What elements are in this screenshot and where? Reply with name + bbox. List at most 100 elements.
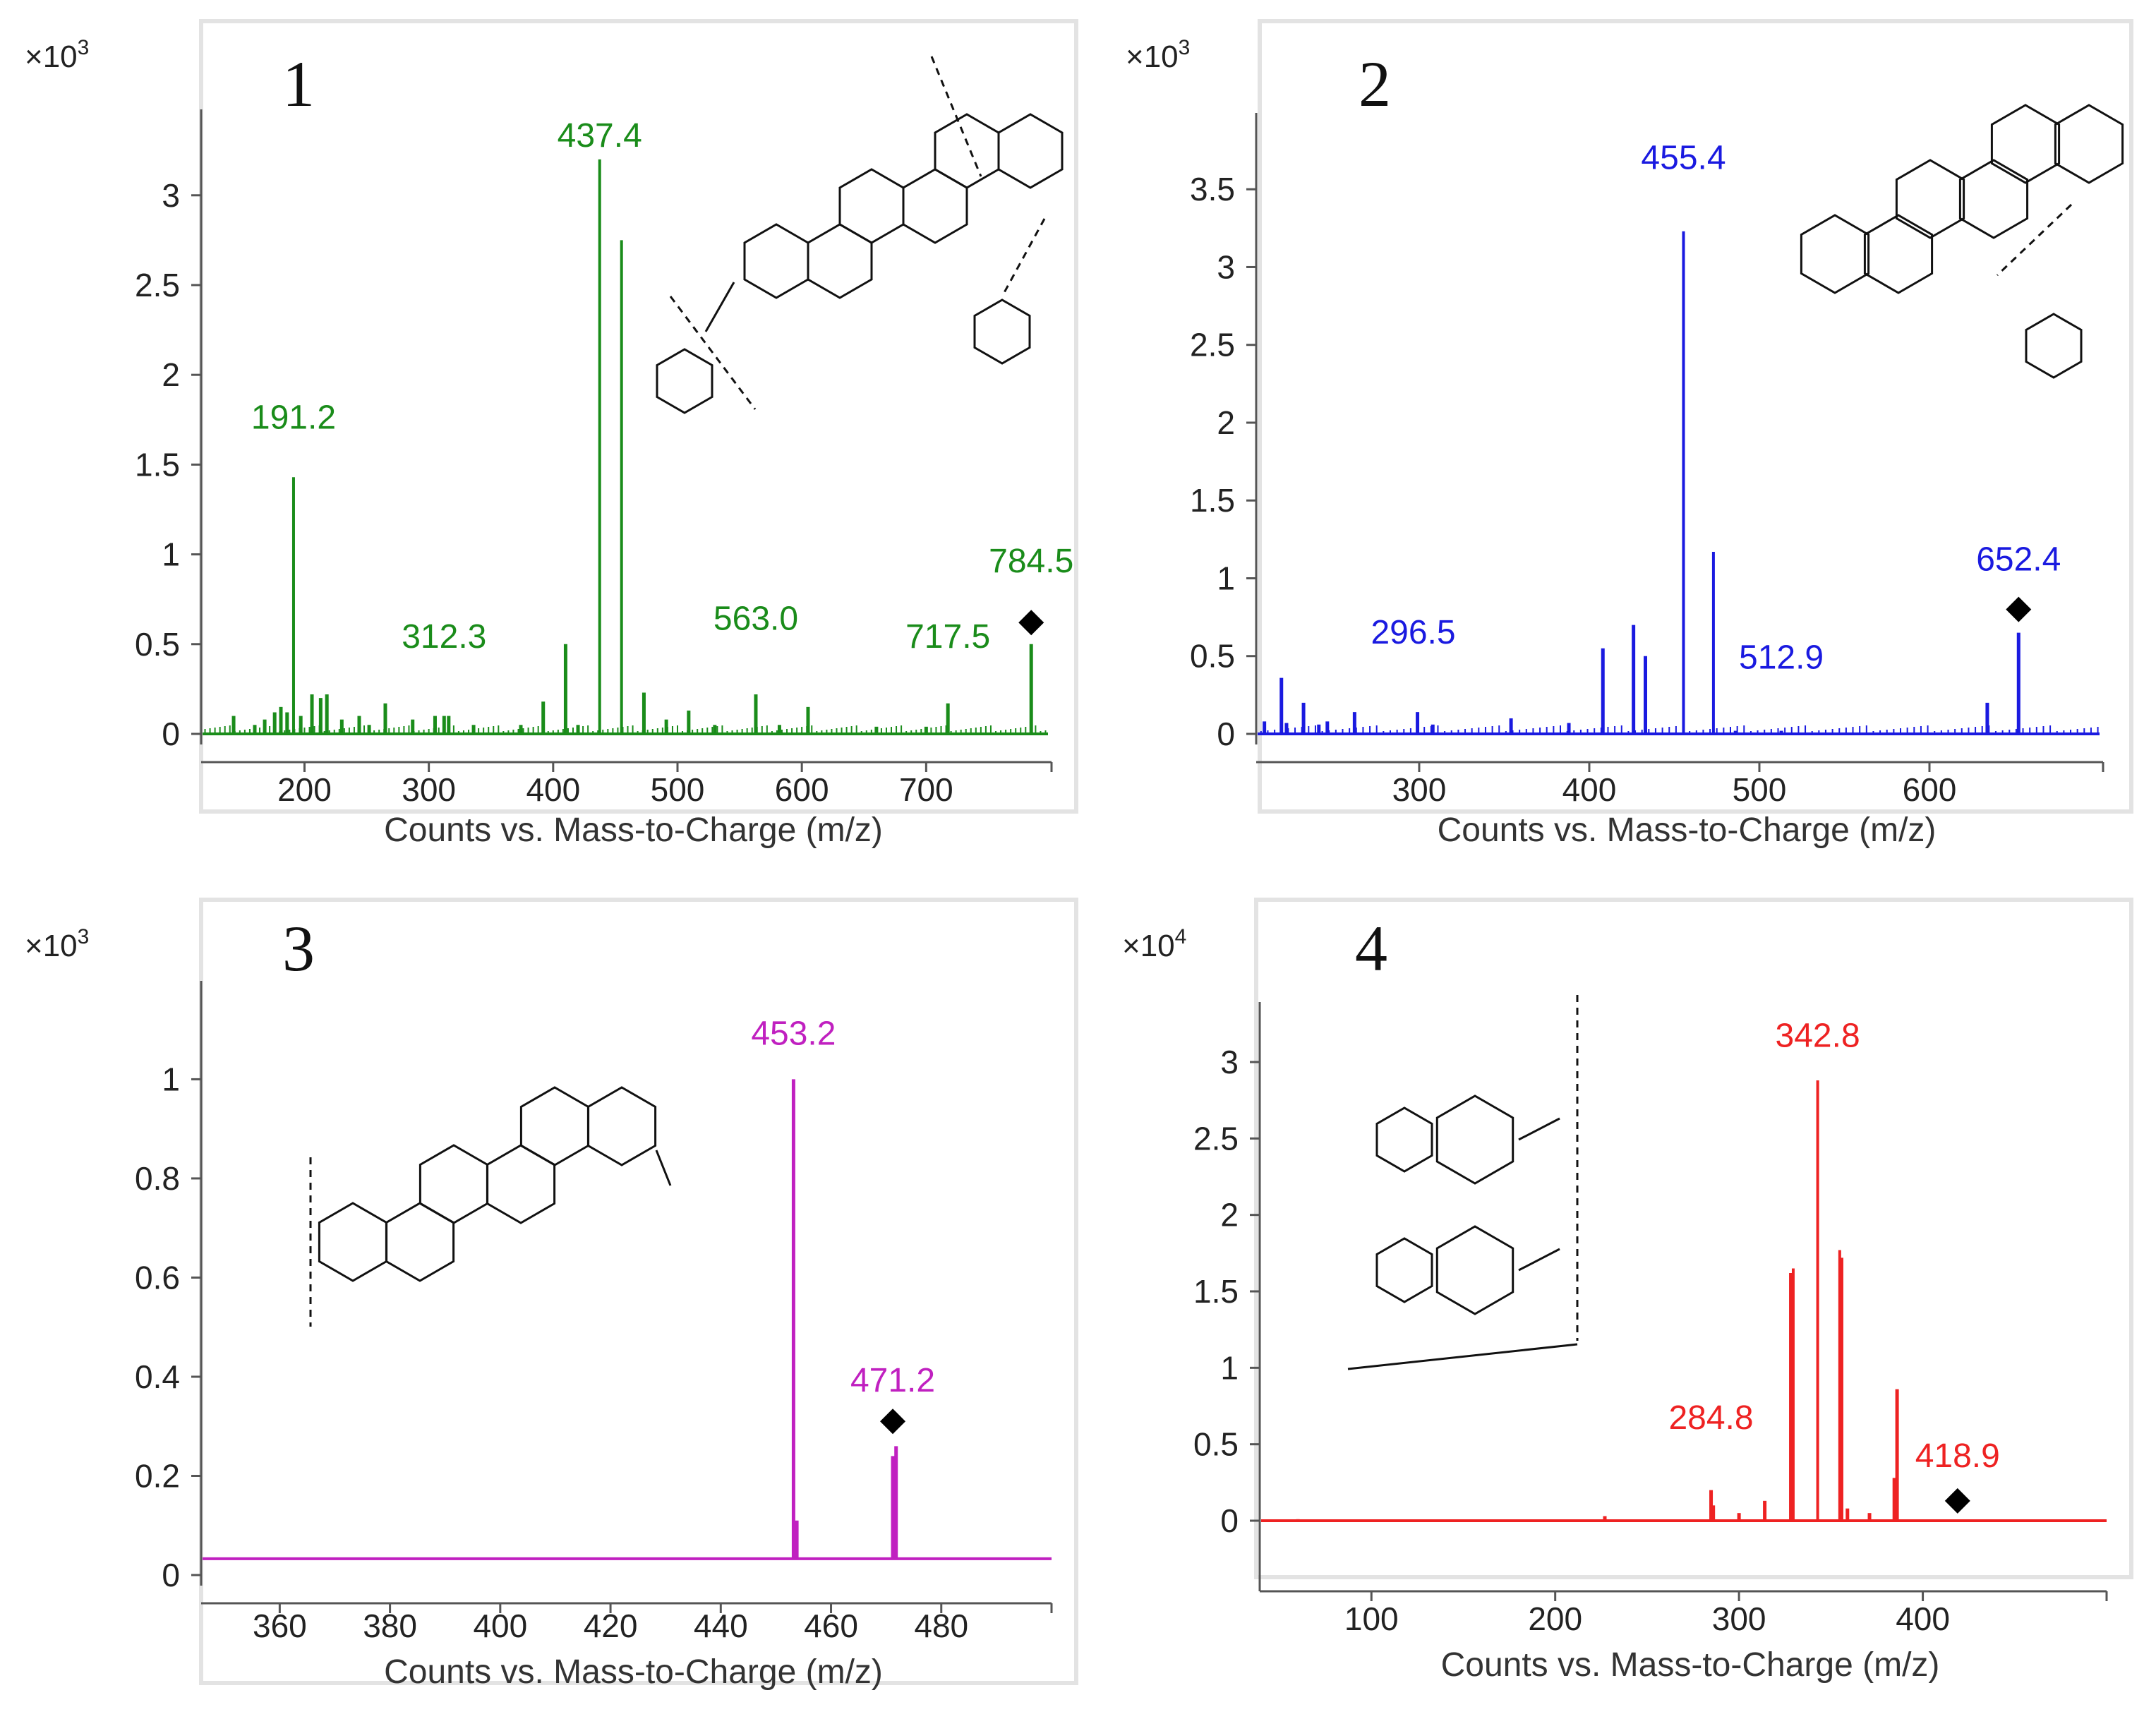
ring [934,113,1000,189]
y-multiplier-exponent: 4 [1175,925,1187,948]
ring [1375,1237,1433,1303]
peak-label: 563.0 [713,600,798,637]
y-tick-label: 2.5 [135,267,180,303]
y-multiplier-base: ×10 [1122,929,1175,963]
y-tick-label: 0 [162,1557,180,1593]
y-tick-label: 0.2 [135,1457,180,1494]
bond [1996,203,2073,277]
y-multiplier: ×103 [25,36,89,74]
ring [1990,104,2061,184]
ring [586,1086,657,1166]
ring [486,1144,556,1224]
x-tick-label: 360 [253,1608,307,1644]
ring [2025,313,2083,379]
x-tick-label: 480 [914,1608,968,1644]
ring [1895,159,1965,239]
x-axis-label: Counts vs. Mass-to-Charge (m/z) [384,1653,883,1691]
panel-frame [199,898,1078,1685]
chemical-structure-4 [1347,995,1579,1370]
ring [385,1202,455,1282]
ring [2054,104,2124,184]
panel-1: 0 0.5 1 1.5 2 2.5 3 200 300 400 500 600 700 Counts vs… [25,19,1078,849]
y-tick-label: 1.5 [1190,482,1235,519]
y-multiplier-base: ×10 [25,40,78,74]
y-tick-label: 0.8 [135,1160,180,1197]
y-tick-label: 2 [1217,404,1235,441]
y-multiplier: ×103 [25,925,89,963]
x-tick-label: 440 [694,1608,748,1644]
panel-label: 2 [1359,48,1391,120]
x-axis-label: Counts vs. Mass-to-Charge (m/z) [1438,812,1937,849]
panel-label: 4 [1355,912,1387,984]
x-tick-label: 420 [584,1608,638,1644]
precursor-diamond-marker [1944,1488,1970,1514]
peak-label: 455.4 [1641,140,1726,177]
ring [1863,214,1934,294]
y-multiplier-exponent: 3 [78,925,90,948]
y-tick-label: 1 [1217,560,1235,596]
y-tick-label: 0 [1220,1502,1239,1539]
x-tick-label: 500 [651,771,705,808]
x-tick-label: 600 [1903,771,1957,808]
x-tick-label: 700 [899,771,953,808]
x-axis-label: Counts vs. Mass-to-Charge (m/z) [384,812,883,849]
y-tick-label: 2.5 [1190,327,1235,363]
y-multiplier-base: ×10 [25,929,78,963]
ring [1435,1094,1514,1185]
peak-label: 284.8 [1668,1399,1753,1437]
x-tick-label: 400 [526,771,580,808]
x-tick-label: 200 [277,771,332,808]
x-tick-label: 100 [1344,1600,1399,1637]
panel-frame [1258,19,2133,814]
panel-3: 0 0.2 0.4 0.6 0.8 1 360 380 400 420 440 460 480 Count… [25,898,1078,1691]
peak-label: 312.3 [402,618,486,656]
peak-label: 784.5 [989,543,1073,580]
y-tick-label: 2 [162,356,180,393]
precursor-diamond-marker [880,1409,906,1435]
ring [902,168,968,244]
ring [418,1144,489,1224]
peak-label: 342.8 [1776,1017,1860,1054]
y-tick-label: 2.5 [1193,1120,1239,1157]
panel-label: 3 [282,912,315,984]
y-multiplier-base: ×10 [1126,40,1179,74]
y-tick-label: 0.4 [135,1358,180,1395]
y-multiplier-exponent: 3 [78,36,90,59]
x-tick-label: 400 [1896,1600,1950,1637]
x-tick-label: 460 [804,1608,858,1644]
bond [669,296,757,410]
y-tick-label: 2 [1220,1197,1239,1234]
panel-frame [1254,898,2133,1579]
peak-label: 453.2 [751,1015,836,1052]
peak-label: 296.5 [1371,614,1455,651]
y-tick-label: 0.5 [135,626,180,663]
x-tick-label: 600 [775,771,829,808]
y-tick-label: 3 [1217,248,1235,285]
y-tick-label: 3 [1220,1044,1239,1080]
precursor-diamond-marker [1018,610,1044,636]
peak-label: 652.4 [1976,541,2061,578]
chemical-structure-3 [309,1086,672,1327]
y-tick-label: 3.5 [1190,171,1235,207]
peak-label: 418.9 [1915,1437,2000,1475]
y-tick-label: 0 [1217,716,1235,752]
y-tick-label: 1 [1220,1349,1239,1386]
x-tick-label: 300 [1712,1600,1766,1637]
ring [519,1086,590,1166]
y-multiplier-exponent: 3 [1179,36,1191,59]
y-multiplier: ×104 [1122,925,1186,963]
peak-label: 437.4 [558,117,642,155]
peak-label: 717.5 [905,618,990,656]
x-tick-label: 300 [1392,771,1447,808]
chemical-structure-2 [1800,104,2124,379]
ring [743,223,809,299]
panel-2: 0 0.5 1 1.5 2 2.5 3 3.5 300 400 500 600 Counts vs. M… [1126,19,2133,849]
y-tick-label: 0.5 [1190,638,1235,675]
bond [930,56,982,177]
y-tick-label: 1 [162,1061,180,1097]
peak-label: 191.2 [251,399,336,437]
ring [997,113,1064,189]
x-tick-label: 500 [1733,771,1787,808]
x-tick-label: 400 [1562,771,1617,808]
